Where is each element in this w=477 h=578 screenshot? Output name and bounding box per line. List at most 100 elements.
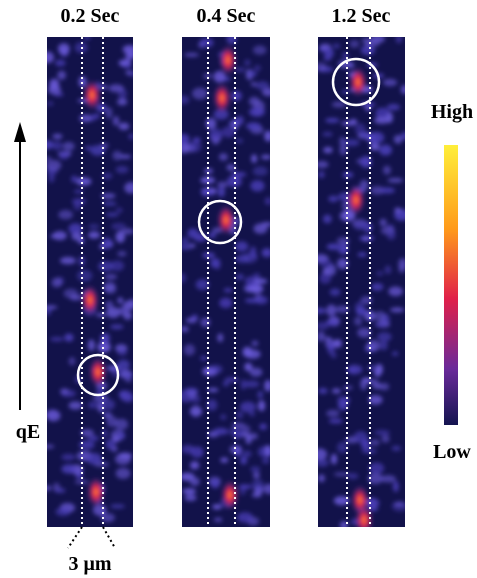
noise-blob (86, 453, 102, 465)
noise-blob (353, 316, 363, 326)
noise-blob (188, 140, 202, 153)
noise-blob (255, 81, 270, 90)
scale-label: 3 μm (69, 553, 112, 575)
noise-blob (261, 221, 270, 227)
noise-blob (330, 453, 338, 465)
noise-blob (76, 177, 92, 186)
noise-blob (393, 134, 403, 144)
noise-blob (343, 139, 360, 147)
noise-blob (391, 351, 399, 356)
noise-blob (250, 466, 261, 473)
noise-blob (124, 182, 133, 194)
noise-blob (326, 243, 340, 250)
panel-background (318, 37, 405, 527)
noise-blob (354, 301, 364, 314)
noise-blob (235, 241, 249, 252)
noise-blob (47, 140, 54, 150)
noise-blob (386, 103, 401, 111)
noise-blob (57, 70, 67, 80)
noise-blob (187, 389, 198, 399)
noise-blob (52, 140, 63, 151)
noise-blob (379, 340, 388, 351)
scale-line (67, 526, 83, 549)
noise-blob (119, 154, 132, 159)
noise-blob (201, 369, 216, 374)
noise-blob (105, 212, 119, 217)
noise-blob (381, 434, 390, 443)
noise-blob (361, 132, 376, 140)
noise-blob (253, 272, 261, 279)
noise-blob (117, 359, 130, 371)
noise-blob (320, 259, 333, 268)
noise-blob (189, 461, 200, 470)
noise-blob (88, 231, 100, 239)
noise-blob (78, 255, 86, 267)
noise-blob (78, 76, 87, 88)
noise-blob (125, 70, 133, 75)
noise-blob (332, 43, 341, 49)
noise-blob (318, 171, 325, 179)
noise-blob (391, 445, 401, 452)
noise-blob (200, 317, 211, 328)
noise-blob (319, 272, 332, 284)
noise-blob (379, 382, 390, 391)
noise-blob (100, 512, 115, 523)
noise-blob (117, 431, 126, 440)
noise-blob (382, 78, 398, 87)
noise-blob (382, 165, 391, 175)
noise-blob (357, 252, 367, 257)
noise-blob (248, 70, 258, 77)
image-panel (318, 37, 405, 527)
noise-blob (323, 146, 333, 154)
noise-blob (207, 387, 219, 393)
noise-blob (182, 273, 187, 283)
noise-blob (206, 399, 218, 411)
noise-blob (71, 232, 83, 241)
noise-blob (189, 409, 204, 415)
noise-blob (379, 144, 393, 156)
noise-blob (253, 278, 268, 285)
noise-blob (108, 84, 124, 93)
noise-blob (218, 153, 228, 161)
noise-blob (253, 471, 260, 479)
noise-blob (189, 477, 200, 486)
noise-blob (106, 307, 121, 318)
noise-blob (252, 45, 267, 55)
noise-blob (115, 207, 123, 213)
noise-blob (371, 283, 384, 291)
noise-blob (374, 429, 391, 436)
noise-blob (250, 81, 257, 87)
noise-blob (220, 457, 229, 463)
noise-blob (235, 273, 244, 280)
noise-blob (251, 154, 258, 164)
noise-blob (394, 207, 402, 213)
noise-blob (398, 264, 405, 274)
noise-blob (125, 50, 133, 62)
noise-blob (203, 168, 214, 174)
noise-blob (104, 273, 118, 280)
noise-blob (68, 357, 76, 366)
noise-blob (388, 286, 403, 297)
noise-blob (264, 130, 270, 142)
noise-blob (246, 122, 262, 130)
noise-blob (337, 396, 351, 405)
noise-blob (241, 252, 258, 263)
noise-blob (90, 145, 106, 156)
noise-blob (117, 297, 124, 304)
noise-blob (248, 411, 256, 417)
noise-blob (222, 380, 229, 387)
noise-blob (118, 390, 127, 398)
noise-blob (374, 116, 390, 124)
noise-blob (47, 156, 52, 161)
noise-blob (87, 339, 95, 351)
noise-blob (112, 150, 123, 161)
noise-blob (259, 423, 268, 430)
noise-blob (201, 188, 212, 197)
noise-blob (235, 411, 244, 419)
noise-blob (195, 279, 210, 291)
noise-blob (325, 320, 339, 326)
scale-line (102, 526, 116, 549)
colorbar-high: High (431, 101, 473, 123)
noise-blob (76, 269, 93, 282)
noise-blob (342, 171, 354, 178)
